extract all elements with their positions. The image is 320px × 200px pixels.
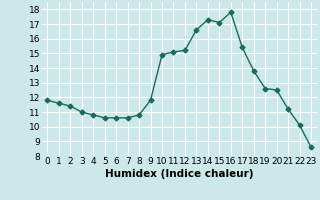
X-axis label: Humidex (Indice chaleur): Humidex (Indice chaleur) (105, 169, 253, 179)
